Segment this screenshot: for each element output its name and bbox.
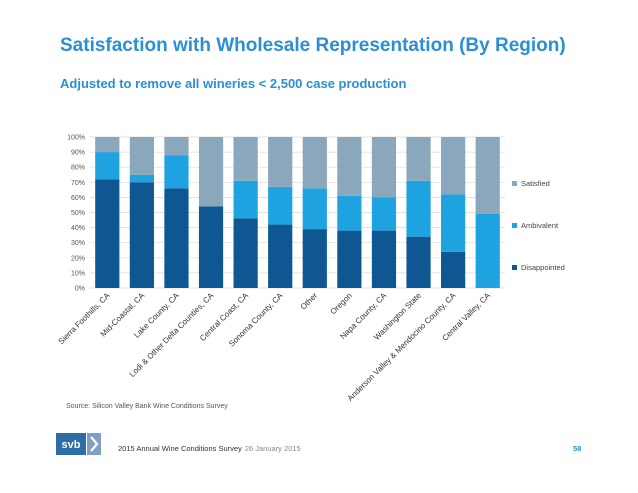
stacked-bar-chart: 0%10%20%30%40%50%60%70%80%90%100%Sierra … <box>57 135 565 403</box>
y-tick-label: 50% <box>71 210 85 217</box>
y-tick-label: 80% <box>71 165 85 172</box>
bar-satisfied <box>198 137 224 207</box>
bar-ambivalent <box>371 197 397 231</box>
footer-date: 26 January 2015 <box>244 444 301 453</box>
bar-satisfied <box>441 137 466 195</box>
page-number: 58 <box>573 444 582 453</box>
bar-satisfied <box>302 137 327 189</box>
bar-disappointed <box>441 251 466 288</box>
bar-disappointed <box>406 236 431 288</box>
bar-ambivalent <box>164 155 189 189</box>
y-tick-label: 0% <box>75 286 85 293</box>
y-tick-label: 40% <box>71 225 85 232</box>
bar-disappointed <box>233 218 258 288</box>
legend-swatch <box>512 223 517 228</box>
bar-disappointed <box>129 182 154 288</box>
y-tick-label: 60% <box>71 195 85 202</box>
bar-ambivalent <box>337 195 362 231</box>
bar-satisfied <box>475 137 500 215</box>
bar-satisfied <box>371 137 397 198</box>
bar-satisfied <box>164 137 189 156</box>
bar-disappointed <box>302 229 327 288</box>
y-tick-label: 100% <box>67 135 85 142</box>
bar-satisfied <box>95 137 120 153</box>
y-tick-label: 20% <box>71 255 85 262</box>
legend-label: Disappointed <box>521 263 565 272</box>
bar-disappointed <box>371 230 397 288</box>
y-tick-label: 10% <box>71 270 85 277</box>
y-tick-label: 30% <box>71 240 85 247</box>
page-title: Satisfaction with Wholesale Representati… <box>60 35 566 56</box>
bar-disappointed <box>198 206 224 288</box>
bar-ambivalent <box>406 180 431 237</box>
bar-satisfied <box>268 137 293 187</box>
legend-swatch <box>512 181 517 186</box>
x-tick-label: Other <box>299 291 320 312</box>
bar-disappointed <box>337 230 362 288</box>
x-tick-label: Oregon <box>329 291 354 316</box>
bar-satisfied <box>337 137 362 196</box>
bar-ambivalent <box>268 186 293 225</box>
footer-survey: 2015 Annual Wine Conditions Survey 26 Jan… <box>118 444 301 453</box>
bar-satisfied <box>406 137 431 181</box>
bar-ambivalent <box>129 174 154 183</box>
logo-text: svb <box>62 439 81 451</box>
bar-ambivalent <box>233 180 258 219</box>
bar-ambivalent <box>475 214 500 288</box>
footer-survey-name: 2015 Annual Wine Conditions Survey <box>118 444 242 453</box>
bar-satisfied <box>129 137 154 175</box>
bar-ambivalent <box>95 152 120 180</box>
bar-disappointed <box>164 188 189 288</box>
bar-satisfied <box>233 137 258 181</box>
y-tick-label: 70% <box>71 180 85 187</box>
bar-ambivalent <box>302 188 327 230</box>
source-note: Source: Silicon Valley Bank Wine Conditi… <box>66 403 228 410</box>
y-tick-label: 90% <box>71 150 85 157</box>
bar-ambivalent <box>441 194 466 252</box>
legend-swatch <box>512 265 517 270</box>
bar-disappointed <box>268 224 293 288</box>
bar-disappointed <box>95 179 120 288</box>
svb-logo: svb <box>56 433 102 455</box>
legend-label: Satisfied <box>521 179 550 188</box>
page-subtitle: Adjusted to remove all wineries < 2,500 … <box>60 76 407 91</box>
legend-label: Ambivalent <box>521 221 559 230</box>
